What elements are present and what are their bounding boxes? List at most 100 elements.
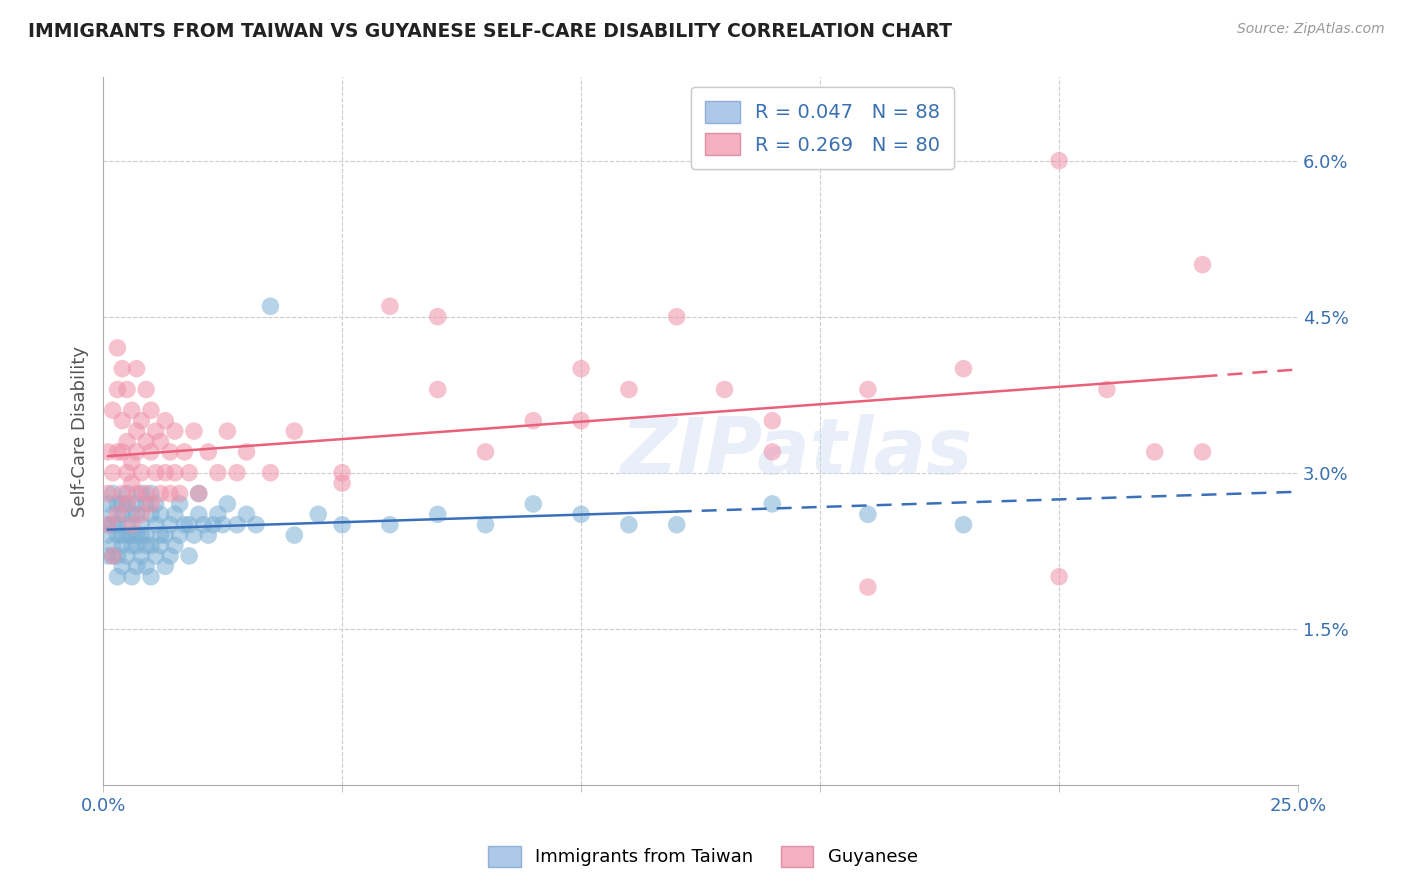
Point <box>101 549 124 563</box>
Point <box>115 497 138 511</box>
Point <box>159 445 181 459</box>
Point <box>179 466 201 480</box>
Point <box>101 517 124 532</box>
Point <box>330 517 353 532</box>
Point <box>121 476 143 491</box>
Point <box>125 497 148 511</box>
Point <box>131 414 153 428</box>
Point <box>569 508 592 522</box>
Point <box>101 549 124 563</box>
Point <box>135 539 157 553</box>
Point <box>1047 153 1070 168</box>
Point <box>111 559 134 574</box>
Point <box>179 517 201 532</box>
Point <box>139 570 162 584</box>
Point <box>111 528 134 542</box>
Point <box>97 549 120 563</box>
Point <box>145 424 167 438</box>
Point <box>131 486 153 500</box>
Point <box>149 434 172 449</box>
Point <box>145 517 167 532</box>
Point <box>159 486 181 500</box>
Text: IMMIGRANTS FROM TAIWAN VS GUYANESE SELF-CARE DISABILITY CORRELATION CHART: IMMIGRANTS FROM TAIWAN VS GUYANESE SELF-… <box>28 22 952 41</box>
Point <box>226 517 249 532</box>
Point <box>761 445 783 459</box>
Point <box>245 517 267 532</box>
Point <box>173 517 195 532</box>
Point <box>125 559 148 574</box>
Point <box>235 508 257 522</box>
Point <box>111 539 134 553</box>
Point <box>115 517 138 532</box>
Point <box>101 539 124 553</box>
Point <box>111 508 134 522</box>
Point <box>107 383 129 397</box>
Text: ZIPatlas: ZIPatlas <box>620 414 973 491</box>
Point <box>115 549 138 563</box>
Point <box>125 445 148 459</box>
Point <box>121 517 143 532</box>
Point <box>145 549 167 563</box>
Point <box>107 497 129 511</box>
Point <box>259 466 281 480</box>
Point <box>713 383 735 397</box>
Point <box>131 528 153 542</box>
Point <box>197 445 219 459</box>
Point <box>378 299 401 313</box>
Point <box>125 508 148 522</box>
Point <box>107 570 129 584</box>
Point <box>155 414 177 428</box>
Point <box>187 508 209 522</box>
Point <box>159 517 181 532</box>
Point <box>101 466 124 480</box>
Point <box>426 310 449 324</box>
Point <box>97 517 120 532</box>
Point <box>193 517 215 532</box>
Point <box>115 486 138 500</box>
Point <box>173 445 195 459</box>
Point <box>107 528 129 542</box>
Point <box>179 549 201 563</box>
Point <box>211 517 233 532</box>
Point <box>115 528 138 542</box>
Point <box>856 383 879 397</box>
Point <box>121 403 143 417</box>
Point <box>856 508 879 522</box>
Point <box>952 361 974 376</box>
Point <box>121 455 143 469</box>
Point <box>97 445 120 459</box>
Point <box>135 434 157 449</box>
Legend: R = 0.047   N = 88, R = 0.269   N = 80: R = 0.047 N = 88, R = 0.269 N = 80 <box>690 87 953 169</box>
Point <box>426 508 449 522</box>
Point <box>125 528 148 542</box>
Point <box>665 517 688 532</box>
Point <box>207 466 229 480</box>
Point <box>169 486 191 500</box>
Point <box>149 508 172 522</box>
Point <box>522 497 544 511</box>
Point <box>155 466 177 480</box>
Point <box>131 466 153 480</box>
Point <box>217 497 239 511</box>
Point <box>135 486 157 500</box>
Point <box>163 508 186 522</box>
Point <box>107 549 129 563</box>
Point <box>202 517 225 532</box>
Point <box>1095 383 1118 397</box>
Point <box>761 414 783 428</box>
Point <box>183 424 205 438</box>
Point <box>952 517 974 532</box>
Point <box>125 361 148 376</box>
Point <box>474 445 496 459</box>
Point <box>163 539 186 553</box>
Point <box>125 486 148 500</box>
Point <box>169 528 191 542</box>
Point <box>226 466 249 480</box>
Point <box>1191 258 1213 272</box>
Point <box>97 517 120 532</box>
Point <box>111 497 134 511</box>
Point <box>107 508 129 522</box>
Point <box>522 414 544 428</box>
Point <box>111 486 134 500</box>
Point <box>135 559 157 574</box>
